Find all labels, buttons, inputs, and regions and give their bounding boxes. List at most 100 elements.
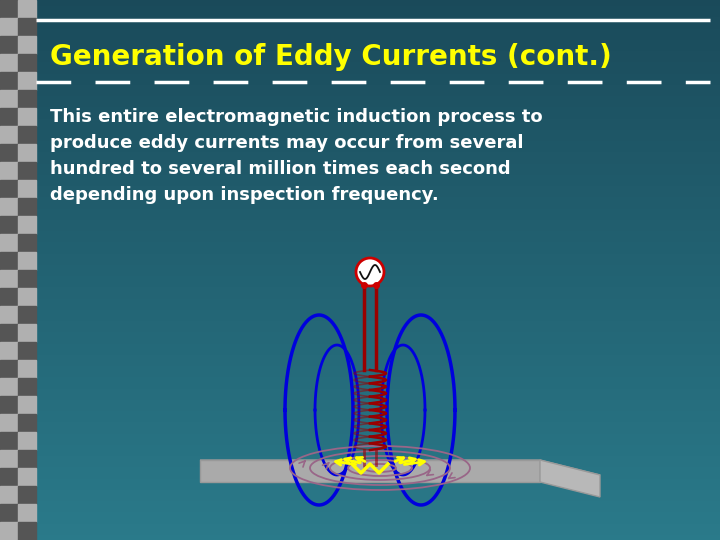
Bar (18, 36, 36, 54)
Bar (0, 207, 720, 208)
Bar (0, 291, 720, 292)
Bar (0, 354, 720, 355)
Bar (0, 444, 720, 445)
Bar (0, 510, 720, 511)
Bar (0, 11, 720, 12)
Bar (0, 200, 720, 201)
Bar (18, 486, 36, 504)
Bar (0, 149, 720, 150)
Bar (0, 105, 720, 106)
Bar (0, 133, 720, 134)
Bar (0, 299, 720, 300)
Bar (0, 14, 720, 15)
Bar (0, 226, 720, 227)
Bar (0, 81, 720, 82)
Bar (0, 222, 720, 223)
Bar (0, 406, 720, 407)
Bar (0, 194, 720, 195)
Bar (0, 468, 720, 469)
Bar (0, 325, 720, 326)
Bar (0, 77, 720, 78)
Bar (0, 285, 720, 286)
Bar (0, 353, 720, 354)
Bar (0, 135, 720, 136)
Bar (0, 0, 18, 18)
Bar (0, 501, 720, 502)
Bar (0, 7, 720, 8)
Bar (0, 414, 18, 432)
Bar (0, 372, 720, 373)
Bar (0, 287, 720, 288)
Bar (0, 60, 720, 61)
Bar (0, 447, 720, 448)
Bar (0, 465, 720, 466)
Bar (0, 220, 720, 221)
Bar (0, 529, 720, 530)
Bar (0, 211, 720, 212)
Bar (0, 306, 18, 324)
Bar (18, 522, 36, 540)
Bar (18, 90, 36, 108)
Bar (0, 472, 720, 473)
Bar (0, 214, 720, 215)
Bar (0, 459, 720, 460)
Bar (0, 345, 720, 346)
Bar (0, 54, 720, 55)
Bar (0, 397, 720, 398)
Bar (0, 84, 720, 85)
Bar (0, 281, 720, 282)
Bar (0, 51, 720, 52)
Bar (0, 537, 720, 538)
Bar (18, 162, 36, 180)
Bar (0, 30, 720, 31)
Bar (0, 52, 720, 53)
Bar (0, 388, 720, 389)
Bar (0, 44, 720, 45)
Bar (0, 172, 720, 173)
Bar (0, 496, 720, 497)
Bar (0, 468, 18, 486)
Bar (0, 146, 720, 147)
Bar (0, 143, 720, 144)
Bar (18, 450, 36, 468)
Bar (0, 83, 720, 84)
Bar (0, 265, 720, 266)
Bar (0, 322, 720, 323)
Bar (0, 471, 720, 472)
Bar (0, 396, 720, 397)
Bar (0, 476, 720, 477)
Bar (0, 326, 720, 327)
Bar (0, 254, 720, 255)
Bar (0, 152, 720, 153)
Bar (0, 252, 720, 253)
Bar (0, 467, 720, 468)
Bar (0, 132, 720, 133)
Bar (0, 452, 720, 453)
Bar (0, 300, 720, 301)
Bar (0, 26, 720, 27)
Bar (0, 324, 720, 325)
Bar (0, 366, 720, 367)
Bar (0, 370, 720, 371)
Bar (0, 154, 720, 155)
Bar (0, 169, 720, 170)
Bar (0, 266, 720, 267)
Bar (0, 417, 720, 418)
Bar (18, 0, 36, 18)
Bar (0, 208, 720, 209)
Bar (0, 234, 720, 235)
Bar (0, 189, 720, 190)
Bar (0, 54, 18, 72)
Bar (0, 348, 720, 349)
Bar (0, 369, 720, 370)
Bar (0, 261, 720, 262)
Bar (0, 32, 720, 33)
Bar (0, 148, 720, 149)
Bar (0, 412, 720, 413)
Bar (0, 437, 720, 438)
Bar (0, 163, 720, 164)
Bar (0, 430, 720, 431)
Bar (0, 166, 720, 167)
Bar (0, 339, 720, 340)
Bar (18, 360, 36, 378)
